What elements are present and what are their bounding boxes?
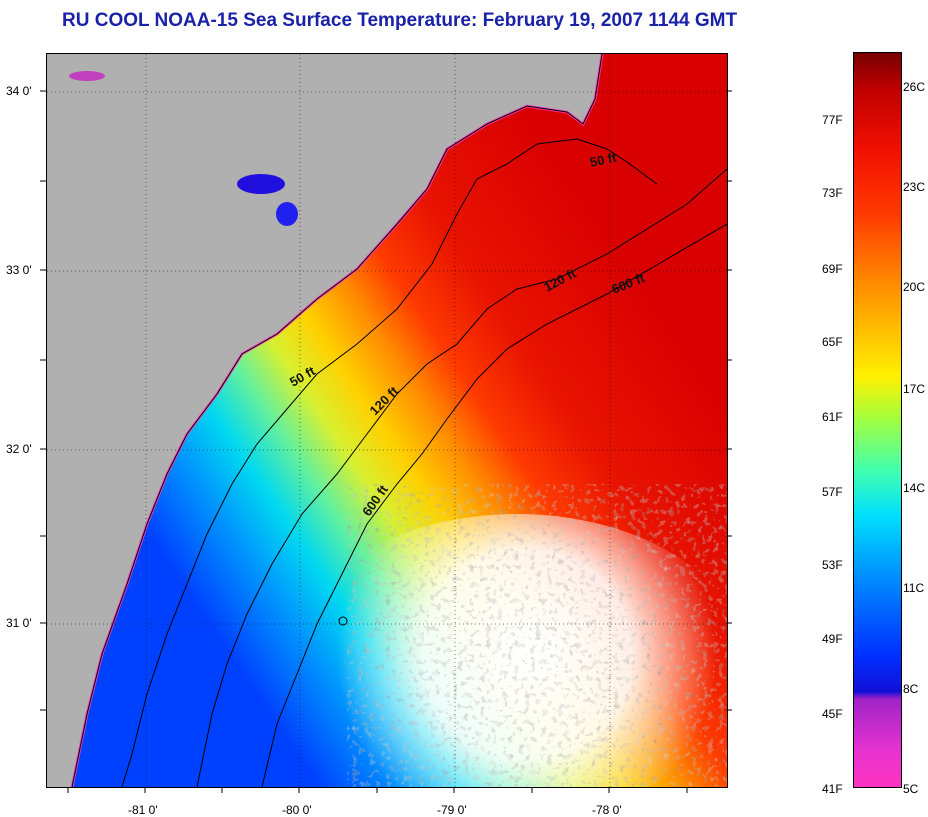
lat-label-31: 31 0' [6, 616, 32, 630]
colorbar-label-11c: 11C [903, 581, 925, 595]
inland-lake-3 [69, 71, 105, 81]
colorbar-label-14c: 14C [903, 481, 926, 495]
contour-120ft [196, 168, 727, 787]
contour-label-50ft-north: 50 ft [589, 150, 619, 170]
lon-label-78: -78 0' [592, 803, 622, 817]
colorbar-label-17c: 17C [903, 382, 926, 396]
colorbar-label-65f: 65F [822, 335, 843, 349]
colorbar-label-23c: 23C [903, 180, 926, 194]
lon-label-79: -79 0' [437, 803, 467, 817]
colorbar-label-49f: 49F [822, 632, 843, 646]
colorbar-label-45f: 45F [822, 707, 843, 721]
colorbar-label-5c: 5C [903, 782, 919, 796]
colorbar-label-77f: 77F [822, 113, 843, 127]
lat-label-34: 34 0' [6, 84, 32, 98]
colorbar-label-26c: 26C [903, 80, 926, 94]
colorbar-label-53f: 53F [822, 558, 843, 572]
coastline-edge [71, 54, 603, 787]
lat-label-33: 33 0' [6, 263, 32, 277]
land-mass [47, 54, 602, 787]
colorbar-label-41f: 41F [822, 782, 843, 796]
colorbar-label-8c: 8C [903, 682, 919, 696]
lat-label-32: 32 0' [6, 442, 32, 456]
inland-lake-1 [237, 174, 285, 194]
colorbar-label-69f: 69F [822, 262, 843, 276]
sst-image: 50 ft 120 ft 600 ft 50 ft 120 ft 600 ft [47, 54, 727, 787]
colorbar-label-61f: 61F [822, 410, 843, 424]
sst-map[interactable]: 50 ft 120 ft 600 ft 50 ft 120 ft 600 ft [46, 53, 728, 788]
temperature-colorbar [853, 52, 902, 788]
contour-600ft [261, 223, 727, 787]
inland-lake-2 [276, 202, 298, 226]
cloud-speckle [347, 484, 727, 787]
graticule [47, 54, 727, 787]
colorbar-label-73f: 73F [822, 186, 843, 200]
bathymetry-contours [121, 138, 727, 787]
lon-label-81: -81 0' [128, 803, 158, 817]
buoy-marker [338, 616, 348, 626]
colorbar-label-20c: 20C [903, 280, 926, 294]
contour-50ft [121, 138, 658, 787]
colorbar-label-57f: 57F [822, 485, 843, 499]
map-title: RU COOL NOAA-15 Sea Surface Temperature:… [62, 10, 738, 31]
lon-label-80: -80 0' [282, 803, 312, 817]
